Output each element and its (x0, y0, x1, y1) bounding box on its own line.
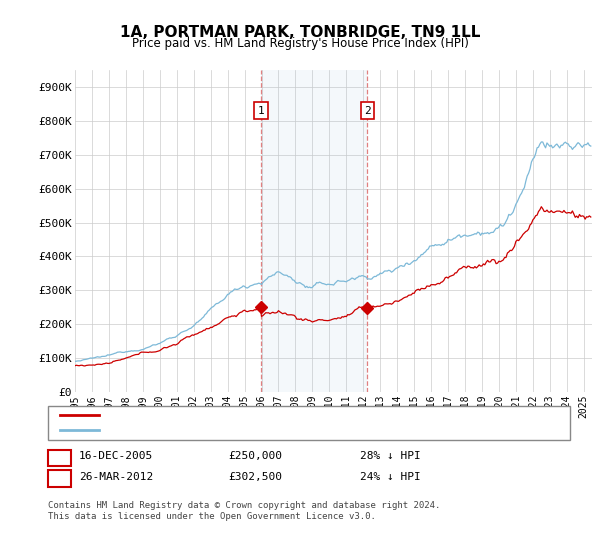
Text: 2: 2 (56, 470, 63, 484)
Bar (261, 70, 367, 392)
Text: Price paid vs. HM Land Registry's House Price Index (HPI): Price paid vs. HM Land Registry's House … (131, 37, 469, 50)
Text: 2: 2 (364, 106, 371, 116)
Text: 28% ↓ HPI: 28% ↓ HPI (360, 451, 421, 461)
Text: HPI: Average price, detached house, Tonbridge and Malling: HPI: Average price, detached house, Tonb… (105, 425, 461, 435)
Text: 1A, PORTMAN PARK, TONBRIDGE, TN9 1LL (detached house): 1A, PORTMAN PARK, TONBRIDGE, TN9 1LL (de… (105, 410, 436, 421)
Text: £302,500: £302,500 (228, 472, 282, 482)
Text: 1: 1 (56, 450, 63, 463)
Text: 26-MAR-2012: 26-MAR-2012 (79, 472, 154, 482)
Text: 16-DEC-2005: 16-DEC-2005 (79, 451, 154, 461)
Text: 1: 1 (257, 106, 264, 116)
Text: 1A, PORTMAN PARK, TONBRIDGE, TN9 1LL: 1A, PORTMAN PARK, TONBRIDGE, TN9 1LL (120, 25, 480, 40)
Text: Contains HM Land Registry data © Crown copyright and database right 2024.
This d: Contains HM Land Registry data © Crown c… (48, 501, 440, 521)
Text: 24% ↓ HPI: 24% ↓ HPI (360, 472, 421, 482)
Text: £250,000: £250,000 (228, 451, 282, 461)
